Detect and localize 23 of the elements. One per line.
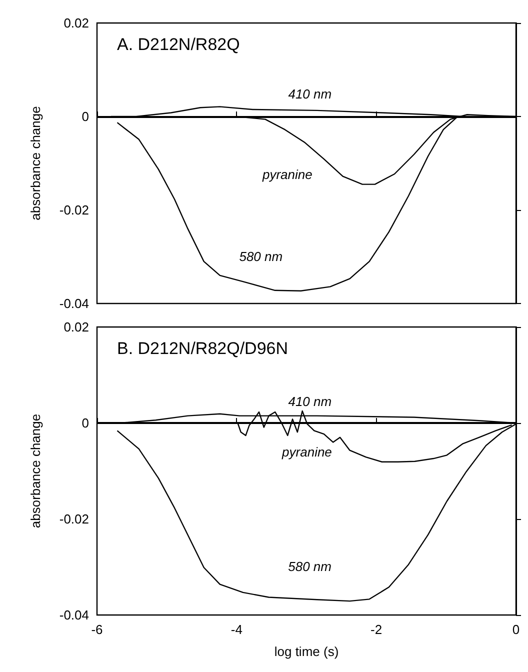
text: B. D212N/R82Q/D96N [117, 339, 288, 358]
text: A. D212N/R82Q [117, 35, 240, 54]
series-label: 580 nm [239, 248, 283, 264]
y-axis-title: absorbance change [28, 106, 43, 220]
y-axis-title: absorbance change [28, 414, 43, 528]
y-tick-label: 0.02 [64, 320, 89, 334]
x-tick-label: -4 [230, 622, 242, 637]
x-tick-label: -6 [91, 622, 103, 637]
series-label: 410 nm [288, 394, 332, 409]
series-label: pyranine [281, 444, 332, 460]
y-tick-label: 0 [82, 109, 89, 124]
series-label: 580 nm [288, 559, 332, 574]
x-tick-label: 0 [512, 622, 520, 637]
y-tick-label: -0.02 [59, 512, 89, 526]
series-label: 410 nm [288, 86, 332, 102]
y-tick-label: -0.02 [59, 202, 89, 218]
x-tick-label: -2 [370, 622, 382, 637]
series-label: pyranine [261, 166, 312, 182]
y-tick-label: -0.04 [59, 608, 89, 622]
y-tick-label: -0.04 [59, 296, 89, 311]
y-tick-label: 0.02 [64, 16, 89, 30]
y-tick-label: 0 [82, 416, 89, 430]
x-axis-title: log time (s) [274, 644, 339, 659]
